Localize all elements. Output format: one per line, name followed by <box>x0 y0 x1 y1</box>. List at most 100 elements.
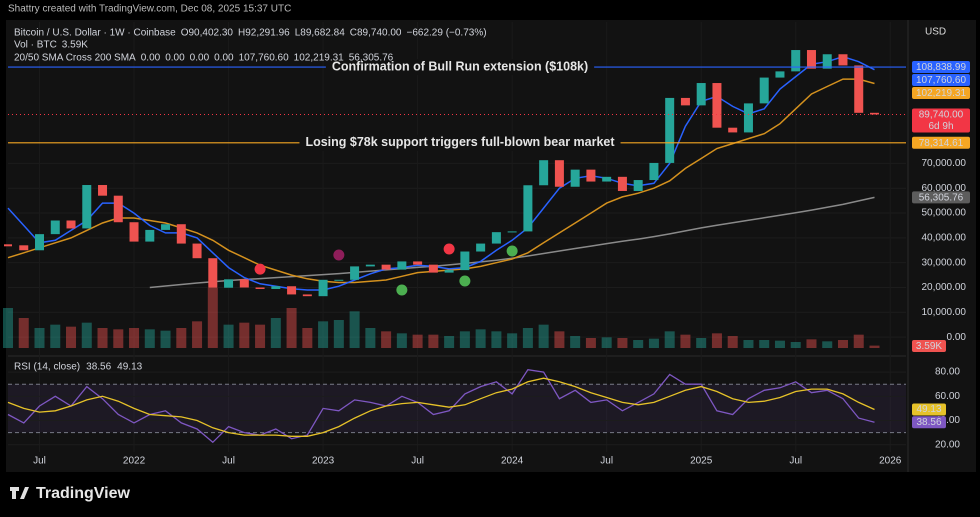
candle <box>145 229 155 242</box>
ohlc-legend: C89,740.00 <box>350 28 402 39</box>
candle <box>98 185 108 196</box>
volume-bar <box>396 333 407 348</box>
candle <box>523 185 533 232</box>
signal-dot <box>333 249 345 261</box>
volume-bar <box>18 318 29 348</box>
volume-badge <box>912 340 946 352</box>
volume-bar <box>727 336 738 348</box>
x-tick-label: Jul <box>222 456 235 467</box>
volume-bar <box>554 331 565 348</box>
candle <box>491 232 501 244</box>
legend-indicator-value: 0.00 <box>190 53 210 64</box>
price-badge <box>912 61 970 74</box>
volume-bar <box>349 311 360 348</box>
candle <box>35 234 45 251</box>
x-tick-label: Jul <box>33 456 46 467</box>
volume-bar <box>412 334 423 348</box>
level-label-bg <box>325 59 595 76</box>
candle <box>66 220 76 229</box>
candle <box>239 279 249 288</box>
price-badge <box>912 191 970 204</box>
rsi-badge-label: 49.13 <box>916 404 941 415</box>
volume-bar <box>66 326 77 348</box>
volume-bar <box>207 288 218 348</box>
rsi-legend-value: 49.13 <box>117 362 142 373</box>
level-label: Losing $78k support triggers full-blown … <box>305 135 615 149</box>
legend-indicator: 20/50 SMA Cross 200 SMA <box>14 53 136 64</box>
y-tick-label: 20,000.00 <box>922 282 967 293</box>
legend-title: Bitcoin / U.S. Dollar · 1W · Coinbase <box>14 28 176 39</box>
level-label: Confirmation of Bull Run extension ($108… <box>332 59 588 73</box>
x-tick-label: 2025 <box>690 456 713 467</box>
candle <box>775 71 785 78</box>
y-tick-label: 0.00 <box>947 332 967 343</box>
volume-bar <box>869 345 880 348</box>
logo-mark <box>10 487 29 499</box>
price-badge-label: 78,314.61 <box>919 138 964 149</box>
signal-dot <box>396 284 408 296</box>
volume-bar <box>223 324 234 348</box>
volume-bar <box>837 340 848 348</box>
price-badge <box>912 136 970 149</box>
candle <box>649 162 659 181</box>
volume-bar <box>711 333 722 348</box>
rsi-badge-label: 38.56 <box>916 417 941 428</box>
candle <box>586 169 596 182</box>
candle <box>129 222 139 242</box>
volume-bar <box>428 334 439 348</box>
legend-indicator-value: 0.00 <box>141 53 161 64</box>
candle <box>176 224 186 244</box>
rsi-tick-label: 80.00 <box>935 367 960 378</box>
volume-bar <box>144 329 155 348</box>
legend-indicator-value: 102,219.31 <box>294 53 344 64</box>
volume-bar <box>3 308 13 348</box>
candle <box>208 258 218 288</box>
volume-bar <box>664 331 675 348</box>
rsi-tick-label: 60.00 <box>935 391 960 402</box>
candle <box>759 77 769 104</box>
volume-bar <box>113 329 124 348</box>
volume-bar <box>97 328 108 348</box>
sma-20 <box>7 55 875 291</box>
candle <box>822 54 832 69</box>
volume-bar <box>475 329 486 348</box>
sma-50 <box>7 78 875 284</box>
volume-bar <box>50 324 61 348</box>
volume-bar <box>491 331 502 348</box>
x-tick-label: 2024 <box>501 456 524 467</box>
signal-dot <box>254 263 266 275</box>
candle <box>869 112 879 115</box>
candle <box>806 50 816 69</box>
footer-logo: TradingView <box>10 485 131 502</box>
signal-dot <box>443 243 455 255</box>
volume-bar <box>822 341 833 348</box>
candle <box>554 160 564 187</box>
volume-bar <box>806 339 817 348</box>
price-badge-label: 102,219.31 <box>916 88 966 99</box>
rsi-ma <box>7 377 875 437</box>
legend-volume: Vol · BTC <box>14 40 57 51</box>
volume-bar <box>585 338 596 348</box>
volume-bar <box>270 318 281 348</box>
ohlc-legend: O90,402.30 <box>181 28 234 39</box>
volume-bar <box>601 337 612 348</box>
candle <box>633 180 643 191</box>
candle <box>602 176 612 182</box>
x-tick-label: 2022 <box>123 456 146 467</box>
candle <box>507 231 517 233</box>
volume-bar <box>34 328 45 348</box>
volume-bar <box>444 336 455 348</box>
candle <box>82 185 92 229</box>
volume-bar <box>790 342 801 348</box>
signal-dot <box>459 275 471 287</box>
logo-text: TradingView <box>36 485 131 502</box>
x-tick-label: Jul <box>600 456 613 467</box>
axis-unit: USD <box>925 27 946 38</box>
price-badge <box>912 74 970 87</box>
y-tick-label: 40,000.00 <box>922 233 967 244</box>
volume-bar <box>507 333 518 348</box>
price-badge-label: 56,305.76 <box>919 193 964 204</box>
legend-indicator-value: 107,760.60 <box>239 53 289 64</box>
price-badge-label: 108,838.99 <box>916 62 966 73</box>
